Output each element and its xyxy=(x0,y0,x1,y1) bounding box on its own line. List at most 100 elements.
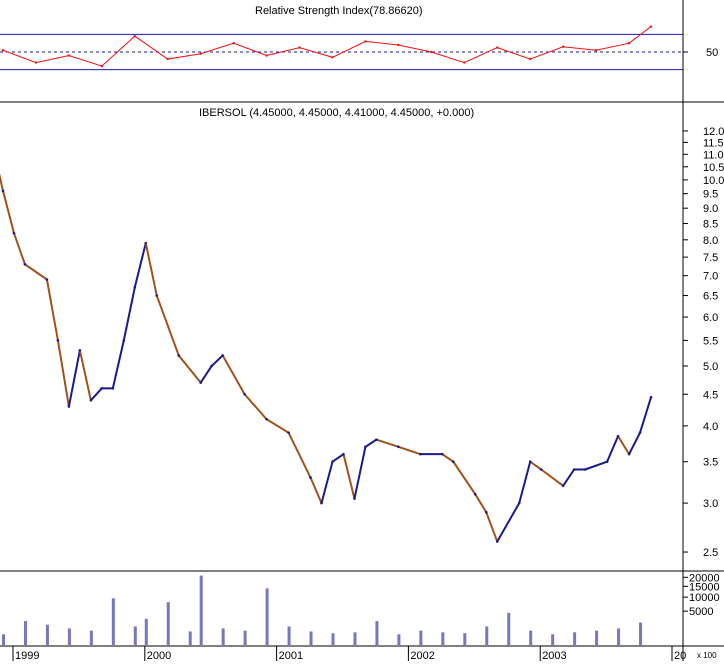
price-series-segment xyxy=(122,287,136,341)
price-point xyxy=(144,241,148,245)
price-panel: 12.011.511.010.510.0 9.5 9.0 8.5 8.0 7.5 7.0 6.… xyxy=(0,126,724,559)
rsi-point xyxy=(100,64,104,68)
price-point xyxy=(342,452,345,456)
price-point xyxy=(452,460,455,464)
price-y-tick-label: 6.0 xyxy=(703,312,718,324)
rsi-point xyxy=(166,57,169,61)
price-series-segment xyxy=(221,354,246,395)
price-point xyxy=(605,460,609,464)
price-series-segment xyxy=(452,461,477,495)
price-series-segment xyxy=(24,263,48,281)
price-y-tick-label: 5.0 xyxy=(703,361,718,373)
price-y-tick-label: 5.5 xyxy=(703,335,718,347)
price-y-tick-label: 10.0 xyxy=(703,175,724,187)
price-point xyxy=(649,395,653,399)
price-point xyxy=(210,364,213,368)
rsi-point xyxy=(298,46,301,49)
price-point xyxy=(419,452,422,456)
rsi-point xyxy=(397,43,400,47)
price-series-segment xyxy=(474,493,488,513)
volume-bar xyxy=(89,630,93,645)
price-y-tick-label: 8.0 xyxy=(703,235,718,247)
volume-bar xyxy=(287,626,291,645)
volume-bar xyxy=(375,621,379,645)
price-point xyxy=(331,460,334,464)
price-series-segment xyxy=(540,468,564,487)
rsi-point xyxy=(594,49,598,52)
price-point xyxy=(484,510,488,514)
volume-y-tick-label: 5000 xyxy=(689,606,713,618)
price-point xyxy=(572,468,576,471)
volume-bar xyxy=(133,626,137,645)
rsi-point xyxy=(133,34,136,38)
volume-bar xyxy=(529,630,533,645)
price-point xyxy=(287,431,290,434)
price-title: IBERSOL (4.45000, 4.45000, 4.41000, 4.45… xyxy=(199,107,474,119)
price-y-tick-label: 6.5 xyxy=(703,291,718,303)
price-y-tick-label: 4.0 xyxy=(703,421,718,433)
price-y-tick-label: 10.5 xyxy=(703,162,724,174)
price-point xyxy=(627,452,631,456)
rsi-point xyxy=(561,45,565,48)
volume-bar xyxy=(67,628,71,645)
price-y-tick-label: 9.0 xyxy=(703,203,718,215)
rsi-point xyxy=(1,49,5,52)
price-y-tick-label: 8.5 xyxy=(703,219,718,231)
x-axis-tick-label: 2000 xyxy=(147,650,171,661)
price-point xyxy=(221,354,224,357)
price-series-segment xyxy=(639,396,652,433)
price-series-segment xyxy=(398,445,421,456)
price-y-tick-label: 3.5 xyxy=(703,457,718,469)
rsi-point xyxy=(331,56,334,59)
price-point xyxy=(265,417,268,421)
price-series-segment xyxy=(364,438,377,448)
price-series-segment xyxy=(155,295,180,356)
price-series-segment xyxy=(342,453,356,499)
x-axis-tick-label: 1999 xyxy=(15,650,39,661)
price-point xyxy=(616,434,620,438)
price-point xyxy=(56,339,60,342)
volume-bar xyxy=(639,622,643,645)
x-axis-tick-label: 2003 xyxy=(542,650,566,661)
rsi-point xyxy=(463,61,466,64)
volume-bar xyxy=(199,575,203,645)
rsi-point xyxy=(232,42,235,45)
price-point xyxy=(397,445,400,449)
price-y-tick-label: 2.5 xyxy=(703,547,718,559)
price-series-segment xyxy=(199,365,213,384)
price-series-segment xyxy=(67,350,81,407)
price-series-segment xyxy=(606,435,619,463)
price-series-segment xyxy=(562,468,575,487)
rsi-point xyxy=(496,46,499,49)
price-series-segment xyxy=(331,453,345,463)
price-point xyxy=(199,381,202,384)
price-series-segment xyxy=(320,461,334,504)
volume-bar xyxy=(507,612,511,645)
price-series-segment xyxy=(441,453,454,463)
price-point xyxy=(122,339,126,342)
price-series-segment xyxy=(309,477,323,504)
volume-y-tick-label: 20000 xyxy=(689,572,720,584)
price-series-segment xyxy=(485,511,499,542)
volume-bar xyxy=(23,621,27,645)
rsi-point xyxy=(627,42,631,45)
price-point xyxy=(638,431,642,434)
price-y-tick-label: 11.0 xyxy=(703,149,724,161)
volume-bar xyxy=(353,632,357,645)
price-series-segment xyxy=(13,232,26,265)
price-point xyxy=(539,468,543,471)
price-point xyxy=(155,294,159,297)
price-y-tick-label: 3.0 xyxy=(703,498,718,510)
price-point xyxy=(473,492,477,496)
volume-unit-label: x 100 xyxy=(697,651,717,660)
price-point xyxy=(375,438,378,441)
price-point xyxy=(100,387,104,390)
price-point xyxy=(583,468,587,471)
price-series-segment xyxy=(287,432,312,478)
price-y-tick-label: 7.5 xyxy=(703,252,718,264)
price-point xyxy=(243,392,246,396)
price-series-segment xyxy=(133,242,147,288)
price-series-segment xyxy=(518,461,532,504)
